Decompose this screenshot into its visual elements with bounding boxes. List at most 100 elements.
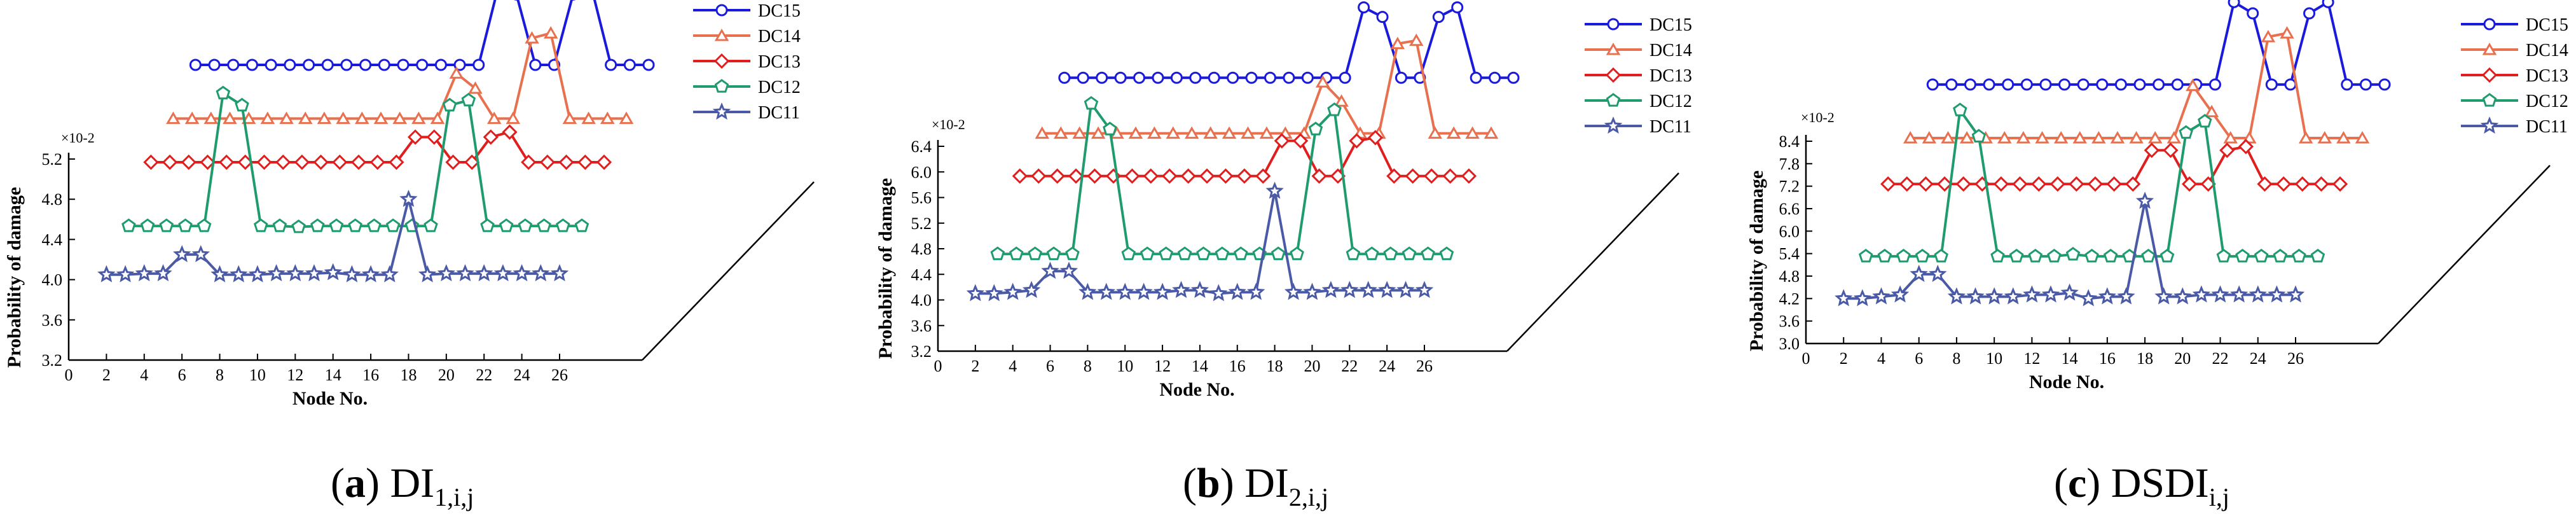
data-point xyxy=(558,154,574,170)
data-point xyxy=(2047,249,2062,263)
legend-marker xyxy=(1605,67,1622,83)
data-point xyxy=(2110,131,2125,144)
data-point xyxy=(1421,246,1435,260)
data-point xyxy=(1971,129,1987,142)
data-point xyxy=(1990,249,2005,263)
data-point xyxy=(1415,281,1434,298)
x-axis-label: Node No. xyxy=(2029,372,2104,392)
y-tick-label: 6.0 xyxy=(911,163,932,181)
x-tick-label: 12 xyxy=(1154,357,1171,375)
legend-label: DC13 xyxy=(758,52,801,72)
x-tick-label: 14 xyxy=(325,366,341,384)
data-point xyxy=(191,245,210,263)
y-tick-label: 4.2 xyxy=(1779,289,1800,308)
legend: DC15 DC14 DC13 DC12 DC11 xyxy=(1585,15,1692,137)
data-point xyxy=(1959,130,1974,144)
series-dc11 xyxy=(1835,191,2305,307)
legend: DC15 DC14 DC13 DC12 DC11 xyxy=(693,1,801,123)
data-point xyxy=(2268,285,2286,303)
data-point xyxy=(260,111,275,124)
data-point xyxy=(2091,130,2106,144)
series-line-dc14 xyxy=(1042,39,1491,135)
data-point xyxy=(253,218,268,232)
data-point xyxy=(562,111,577,124)
data-point xyxy=(1899,176,1915,192)
x-tick-label: 20 xyxy=(438,366,455,384)
data-point xyxy=(475,264,493,282)
data-point xyxy=(2359,78,2372,91)
data-point xyxy=(2129,130,2144,144)
data-point xyxy=(321,59,334,71)
data-point xyxy=(1402,246,1417,260)
x-tick-label: 18 xyxy=(2137,349,2153,368)
data-point xyxy=(2265,78,2278,91)
data-point xyxy=(1172,281,1190,298)
data-point xyxy=(2211,285,2229,303)
data-point xyxy=(1049,168,1065,184)
data-point xyxy=(416,59,429,71)
data-point xyxy=(2378,78,2391,91)
x-tick-label: 8 xyxy=(1952,349,1960,368)
data-point xyxy=(235,97,249,112)
data-point xyxy=(219,154,235,170)
series-dc11 xyxy=(966,181,1434,302)
data-point xyxy=(2144,142,2159,158)
y-axis-label: Probability of damage xyxy=(4,187,25,368)
data-point xyxy=(378,59,390,71)
data-point xyxy=(1947,287,1966,305)
data-point xyxy=(2273,249,2288,263)
data-point xyxy=(1853,289,1871,307)
x-tick-label: 0 xyxy=(1802,349,1810,368)
data-point xyxy=(518,218,533,232)
series-line-dc15 xyxy=(1064,5,1513,80)
data-point xyxy=(1395,71,1407,84)
data-point xyxy=(1246,282,1265,300)
series-line-dc11 xyxy=(975,191,1424,295)
chart-panel-b: 3.23.64.04.44.85.25.66.06.40 2 4 6 8 10 12 14 16… xyxy=(875,1,1692,400)
data-point xyxy=(2009,249,2024,263)
x-tick-label: 6 xyxy=(178,366,186,384)
x-tick-label: 22 xyxy=(476,366,492,384)
x-tick-label: 18 xyxy=(1267,357,1283,375)
x-tick-label: 18 xyxy=(400,366,417,384)
legend-label: DC11 xyxy=(1650,117,1691,137)
x-tick-label: 14 xyxy=(2062,349,2078,368)
data-point xyxy=(550,264,569,282)
data-point xyxy=(2004,287,2022,305)
data-point xyxy=(2028,249,2043,263)
data-point xyxy=(1451,1,1464,14)
y-tick-label: 3.6 xyxy=(42,311,63,330)
legend-label: DC15 xyxy=(2526,15,2568,35)
data-point xyxy=(241,111,256,124)
data-point xyxy=(1255,168,1271,184)
data-point xyxy=(162,154,178,170)
x-tick-label: 24 xyxy=(2250,349,2266,368)
data-point xyxy=(577,154,593,170)
data-point xyxy=(1872,287,1891,305)
data-point xyxy=(1880,176,1896,192)
data-point xyxy=(1390,36,1405,50)
legend-marker xyxy=(1606,43,1621,55)
data-point xyxy=(1315,75,1330,88)
data-point xyxy=(1284,282,1303,300)
depth-axis xyxy=(2378,165,2551,344)
data-point xyxy=(1059,261,1078,279)
data-point xyxy=(1274,133,1290,149)
legend-marker xyxy=(2481,67,2498,83)
legend-label: DC14 xyxy=(2526,41,2568,60)
data-point xyxy=(1162,168,1178,184)
x-tick-label: 26 xyxy=(1416,357,1433,375)
data-point xyxy=(1035,126,1050,139)
legend-marker xyxy=(2482,43,2497,55)
data-point xyxy=(166,111,181,124)
data-point xyxy=(1409,33,1424,46)
data-point xyxy=(1439,246,1454,260)
y-tick-label: 6.6 xyxy=(1779,200,1800,218)
y-tick-label: 4.4 xyxy=(42,230,63,249)
data-point xyxy=(2247,7,2259,20)
data-point xyxy=(1424,168,1440,184)
x-tick-label: 22 xyxy=(1341,357,1358,375)
legend-label: DC12 xyxy=(1650,92,1692,111)
data-point xyxy=(196,218,212,232)
